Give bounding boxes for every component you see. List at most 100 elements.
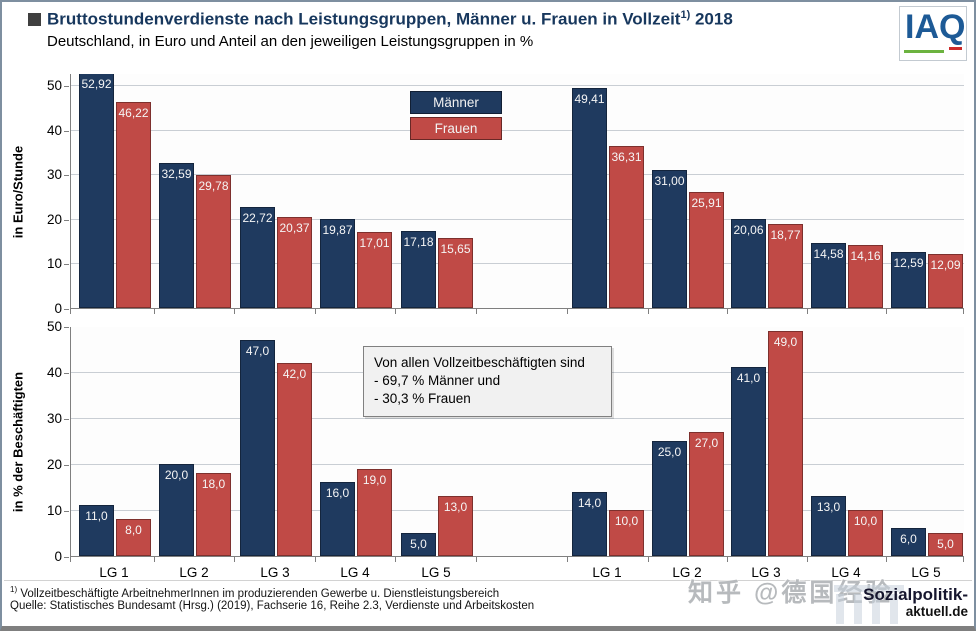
x-tick-mark <box>567 309 568 314</box>
bar-frauen: 5,0 <box>928 533 963 556</box>
footnote-marker: 1) <box>10 585 18 594</box>
x-tick-mark <box>963 557 964 562</box>
bar-maenner: 5,0 <box>401 533 436 556</box>
bar-maenner: 13,0 <box>811 496 846 556</box>
bar-value-label: 29,78 <box>198 179 229 193</box>
bar-frauen: 14,16 <box>848 245 883 308</box>
x-tick-mark <box>727 557 728 562</box>
y-tick-mark <box>64 86 69 87</box>
y-tick-mark <box>64 264 69 265</box>
bar-maenner: 22,72 <box>240 207 275 308</box>
title-bullet-icon <box>28 13 41 26</box>
bar-maenner: 12,59 <box>891 252 926 308</box>
bar-frauen: 36,31 <box>609 146 644 308</box>
bar-value-label: 49,41 <box>574 92 605 106</box>
bar-frauen: 29,78 <box>196 175 231 308</box>
gridline <box>71 130 964 131</box>
bar-frauen: 19,0 <box>357 469 392 556</box>
bar-value-label: 18,0 <box>201 477 226 491</box>
bar-value-label: 15,65 <box>440 242 471 256</box>
x-tick-mark <box>154 557 155 562</box>
bar-value-label: 10,0 <box>614 514 639 528</box>
x-tick-mark <box>315 557 316 562</box>
x-category-label: LG 1 <box>592 565 622 580</box>
y-tick-mark <box>64 175 69 176</box>
bar-frauen: 42,0 <box>277 363 312 556</box>
bar-maenner: 19,87 <box>320 219 355 308</box>
bar-value-label: 11,0 <box>85 509 108 523</box>
x-category-label: LG 4 <box>340 565 370 580</box>
y-tick-label: 30 <box>46 411 62 426</box>
bar-maenner: 31,00 <box>652 170 687 308</box>
bar-value-label: 8,0 <box>125 523 142 537</box>
bar-frauen: 8,0 <box>116 519 151 556</box>
bar-value-label: 20,06 <box>733 223 764 237</box>
brand-line1: Sozialpolitik- <box>863 585 968 604</box>
title-footnote-marker: 1) <box>680 9 691 21</box>
bar-frauen: 49,0 <box>768 331 803 556</box>
bar-value-label: 12,59 <box>893 256 924 270</box>
iaq-logo-green-underline <box>904 50 944 53</box>
bar-maenner: 14,58 <box>811 243 846 308</box>
bar-value-label: 13,0 <box>816 500 841 514</box>
legend: Männer Frauen <box>410 91 502 143</box>
gridline <box>71 85 964 86</box>
bar-frauen: 17,01 <box>357 232 392 308</box>
bar-value-label: 42,0 <box>282 367 307 381</box>
bar-maenner: 17,18 <box>401 231 436 308</box>
bar-frauen: 25,91 <box>689 192 724 308</box>
infobox-line: - 30,3 % Frauen <box>374 391 471 406</box>
bar-value-label: 16,0 <box>325 486 350 500</box>
bar-maenner: 6,0 <box>891 528 926 556</box>
y-tick-mark <box>64 373 69 374</box>
x-tick-mark <box>886 557 887 562</box>
x-tick-mark <box>807 557 808 562</box>
bar-value-label: 20,0 <box>164 468 189 482</box>
bar-value-label: 6,0 <box>900 532 917 546</box>
bar-maenner: 20,0 <box>159 464 194 556</box>
y-tick-label: 10 <box>46 503 62 518</box>
subtitle: Deutschland, in Euro und Anteil an den j… <box>47 33 534 50</box>
title-text: Bruttostundenverdienste nach Leistungsgr… <box>47 9 681 29</box>
bar-maenner: 52,92 <box>79 74 114 308</box>
bar-value-label: 36,31 <box>611 150 642 164</box>
y-tick-label: 20 <box>46 457 62 472</box>
title-year: 2018 <box>690 9 733 29</box>
y-tick-label: 10 <box>46 256 62 271</box>
x-tick-mark <box>807 309 808 314</box>
bar-value-label: 46,22 <box>118 106 149 120</box>
plot-area-euro: 52,92 46,22 32,59 29,78 22,72 20,37 19,87 17,01… <box>70 74 964 309</box>
gridline <box>71 464 964 465</box>
brandenburg-gate-image <box>834 581 904 626</box>
y-tick-label: 0 <box>54 301 62 316</box>
x-tick-mark <box>395 557 396 562</box>
y-tick-mark <box>64 309 69 310</box>
bar-value-label: 19,0 <box>362 473 387 487</box>
y-tick-mark <box>64 557 69 558</box>
y-tick-label: 50 <box>46 319 62 334</box>
x-category-label: LG 4 <box>831 565 861 580</box>
x-tick-mark <box>727 309 728 314</box>
y-axis-label-euro: in Euro/Stunde <box>10 145 26 239</box>
bar-frauen: 20,37 <box>277 217 312 308</box>
source-note: Quelle: Statistisches Bundesamt (Hrsg.) … <box>10 600 535 612</box>
y-tick-label: 40 <box>46 123 62 138</box>
bar-value-label: 32,59 <box>161 167 192 181</box>
y-tick-mark <box>64 131 69 132</box>
bar-value-label: 14,16 <box>850 249 881 263</box>
x-tick-mark <box>567 557 568 562</box>
y-axis-label-percent: in % der Beschäftigten <box>10 371 26 513</box>
y-tick-label: 30 <box>46 167 62 182</box>
bar-value-label: 14,58 <box>813 247 844 261</box>
legend-item-frauen: Frauen <box>410 117 502 140</box>
bar-value-label: 17,18 <box>403 235 434 249</box>
page-title: Bruttostundenverdienste nach Leistungsgr… <box>47 9 733 30</box>
bar-frauen: 18,77 <box>768 224 803 308</box>
x-tick-mark <box>154 309 155 314</box>
x-category-label: LG 5 <box>421 565 451 580</box>
x-tick-mark <box>315 309 316 314</box>
x-tick-mark <box>395 309 396 314</box>
bar-frauen: 46,22 <box>116 102 151 308</box>
x-tick-mark <box>648 557 649 562</box>
bar-maenner: 41,0 <box>731 367 766 556</box>
